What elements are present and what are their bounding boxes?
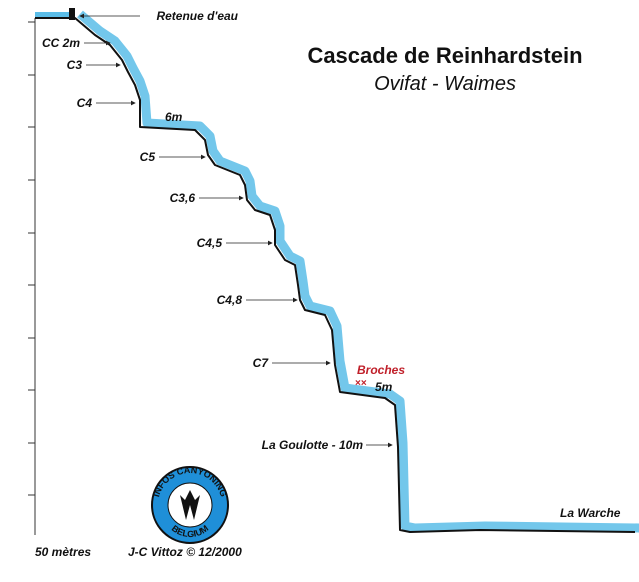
pointer-arrows xyxy=(79,13,393,448)
label: CC 2m xyxy=(42,36,80,50)
subtitle: Ovifat - Waimes xyxy=(374,73,516,95)
end-label: La Warche xyxy=(560,506,621,520)
logo-bottom: BELGIUM xyxy=(170,523,210,539)
svg-text:BELGIUM: BELGIUM xyxy=(170,523,210,539)
label: La Goulotte - 10m xyxy=(262,438,364,452)
label: 6m xyxy=(165,110,183,124)
reservoir-water xyxy=(35,12,73,19)
scale-label: 50 mètres xyxy=(35,545,91,559)
label: C3,6 xyxy=(170,191,196,205)
label: Retenue d'eau xyxy=(156,9,238,23)
anchor-label: Broches xyxy=(357,363,405,377)
label: C7 xyxy=(253,356,270,370)
scale-axis xyxy=(28,18,36,535)
label: C4,8 xyxy=(217,293,243,307)
label: C4 xyxy=(77,96,93,110)
logo: INFOS CANYONING BELGIUM xyxy=(151,465,229,544)
dam xyxy=(69,8,75,20)
label: C5 xyxy=(140,150,156,164)
label: C4,5 xyxy=(197,236,223,250)
label: 5m xyxy=(375,380,393,394)
credit: J-C Vittoz © 12/2000 xyxy=(128,545,242,559)
title: Cascade de Reinhardstein xyxy=(307,43,582,68)
label: C3 xyxy=(67,58,83,72)
canyon-profile xyxy=(35,17,636,533)
anchor-marks: ×× xyxy=(355,378,367,389)
water xyxy=(77,10,639,533)
